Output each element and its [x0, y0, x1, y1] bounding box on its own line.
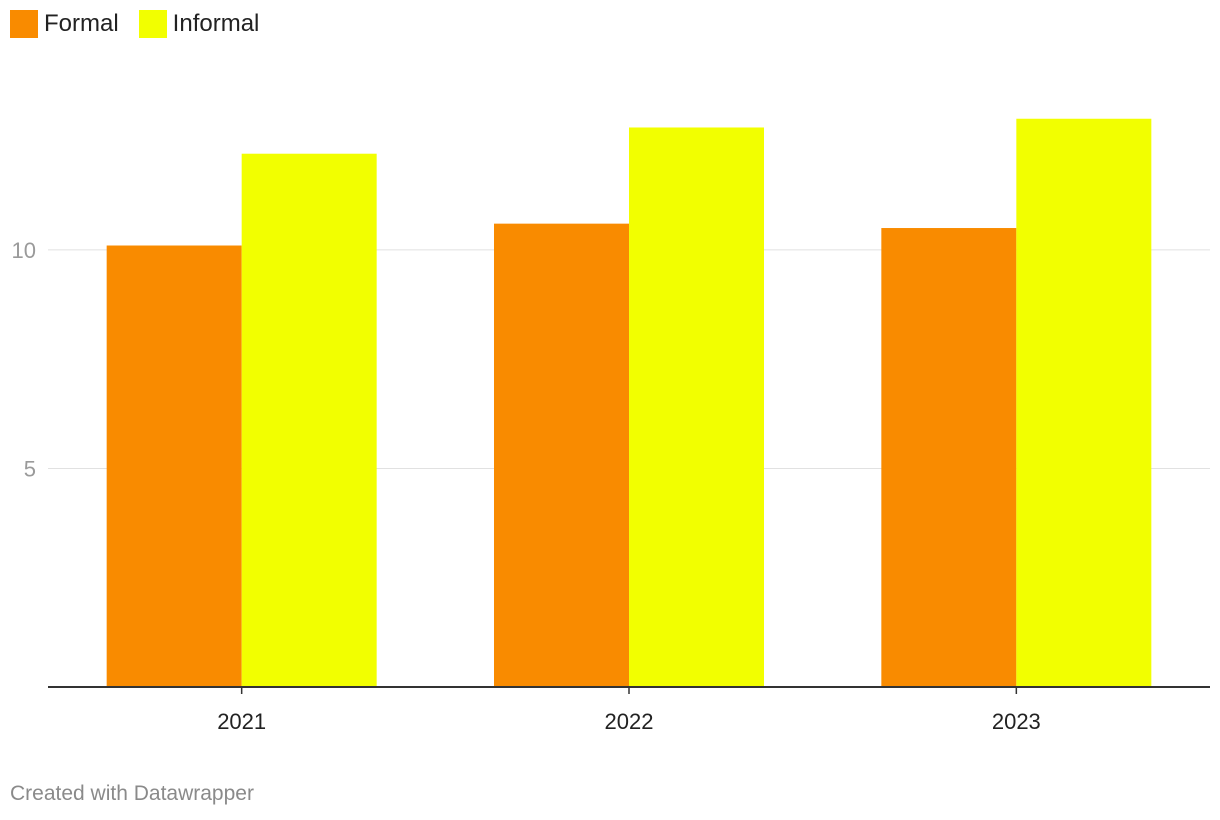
footer-credit: Created with Datawrapper: [10, 782, 254, 805]
bar-formal-2021: [106, 245, 242, 687]
x-tick-label-2023: 2023: [992, 709, 1041, 734]
x-tick-label-2022: 2022: [605, 709, 654, 734]
legend-label-informal: Informal: [172, 10, 260, 37]
bar-formal-2023: [881, 228, 1017, 688]
legend-item-informal: Informal: [138, 10, 260, 38]
y-tick-label-10: 10: [12, 238, 36, 263]
bar-informal-2023: [1016, 118, 1152, 687]
bar-formal-2022: [494, 223, 629, 687]
x-tick-label-2021: 2021: [217, 709, 266, 734]
bar-informal-2021: [241, 153, 377, 687]
legend-item-formal: Formal: [10, 10, 119, 38]
legend-label-formal: Formal: [44, 10, 119, 37]
legend: Formal Informal: [10, 10, 279, 38]
y-tick-label-5: 5: [24, 456, 36, 481]
bar-informal-2022: [629, 127, 764, 687]
legend-swatch-informal: [138, 10, 167, 38]
legend-swatch-formal: [10, 10, 38, 38]
